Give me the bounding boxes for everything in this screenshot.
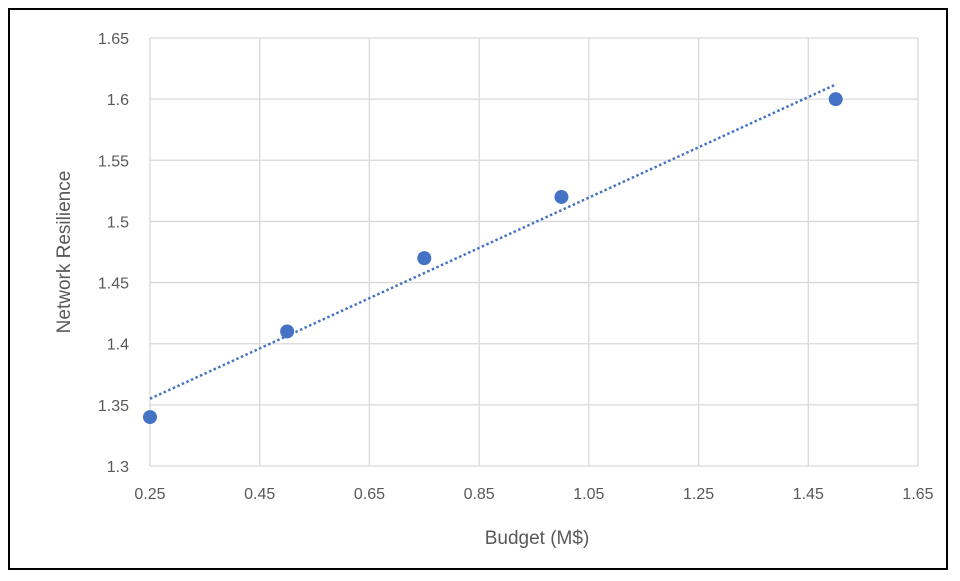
x-axis-title: Budget (M$) (485, 528, 590, 549)
x-tick-labels: 0.25 0.45 0.65 0.85 1.05 1.25 1.45 1.65 (134, 486, 933, 503)
y-tick-labels: 1.3 1.35 1.4 1.45 1.5 1.55 1.6 1.65 (98, 31, 129, 476)
y-tick-label: 1.35 (98, 398, 129, 415)
trendline-group (149, 83, 837, 400)
data-point (417, 251, 432, 266)
x-tick-label: 1.65 (902, 486, 933, 503)
data-point (143, 410, 157, 425)
y-tick-label: 1.65 (98, 31, 129, 48)
y-tick-label: 1.45 (98, 276, 129, 293)
y-tick-label: 1.3 (107, 459, 129, 476)
grid (149, 37, 919, 467)
x-tick-label: 0.45 (244, 486, 275, 503)
chart-frame (8, 8, 948, 570)
x-tick-label: 0.85 (464, 486, 495, 503)
data-point (828, 92, 843, 107)
y-tick-label: 1.4 (107, 337, 129, 354)
x-tick-label: 0.25 (134, 486, 165, 503)
data-points (143, 92, 843, 425)
data-point (554, 189, 569, 204)
x-tick-label: 0.65 (354, 486, 385, 503)
y-tick-label: 1.5 (107, 214, 129, 231)
data-point (280, 324, 295, 339)
x-tick-label: 1.05 (573, 486, 604, 503)
y-axis-title: Network Resilience (54, 171, 75, 334)
y-tick-label: 1.6 (107, 92, 129, 109)
trendline (149, 83, 837, 400)
y-tick-label: 1.55 (98, 153, 129, 170)
x-tick-label: 1.25 (683, 486, 714, 503)
x-tick-label: 1.45 (793, 486, 824, 503)
